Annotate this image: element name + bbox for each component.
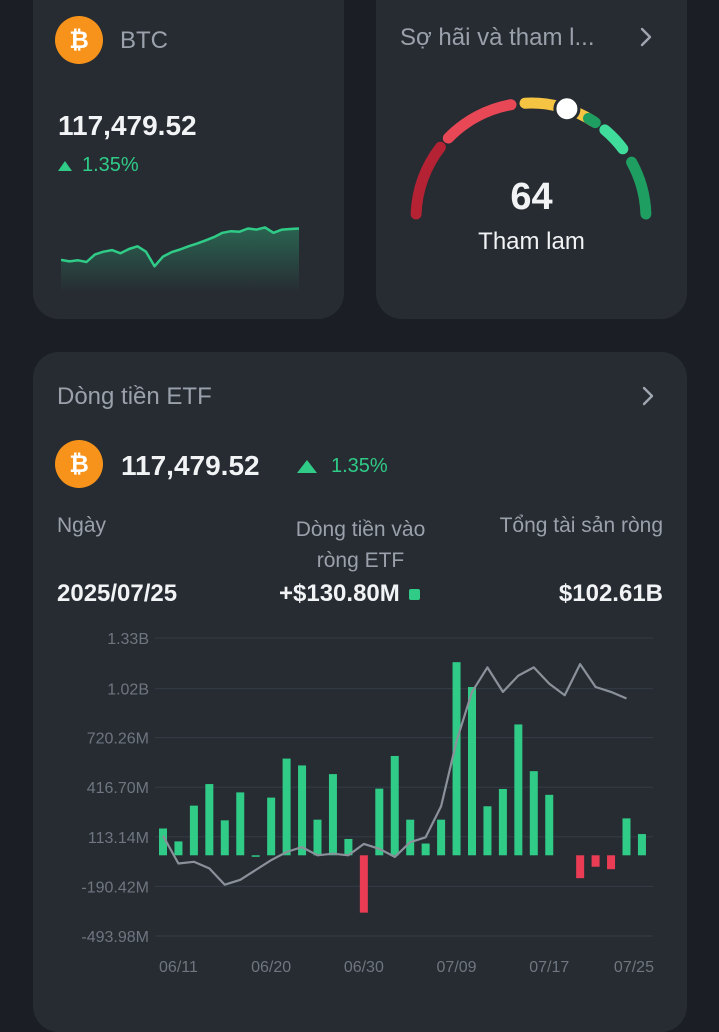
flow-bar[interactable]: [344, 838, 353, 856]
x-tick-label: 06/20: [251, 959, 291, 976]
flow-bar[interactable]: [174, 841, 183, 856]
y-tick-label: 1.33B: [107, 631, 149, 648]
flow-bar[interactable]: [545, 794, 554, 856]
chevron-right-icon[interactable]: [639, 26, 653, 48]
gauge-segment: [442, 99, 517, 144]
btc-price: 117,479.52: [58, 110, 197, 141]
col-flow-label-line2: ròng ETF: [316, 549, 405, 572]
flow-bar[interactable]: [220, 820, 229, 856]
y-tick-label: -190.42M: [81, 879, 149, 896]
flow-bar[interactable]: [251, 855, 260, 857]
col-flow-label-line1: Dòng tiền vào: [295, 518, 426, 541]
col-flow-label: Dòng tiền vào ròng ETF: [263, 514, 458, 576]
y-tick-label: 113.14M: [88, 830, 149, 847]
y-tick-label: 720.26M: [87, 731, 149, 748]
flow-bar[interactable]: [406, 819, 415, 856]
flow-bar[interactable]: [607, 855, 616, 870]
flow-bar[interactable]: [282, 758, 291, 856]
fear-greed-card[interactable]: Sợ hãi và tham l... 64 Tham lam: [376, 0, 687, 319]
gauge-segment: [410, 141, 446, 220]
chevron-right-icon[interactable]: [641, 385, 655, 407]
flow-bar[interactable]: [313, 819, 322, 856]
gauge-needle-knob: [553, 95, 581, 123]
flow-bar[interactable]: [159, 828, 167, 856]
etf-assets: $102.61B: [558, 580, 663, 607]
y-tick-label: 416.70M: [87, 780, 149, 797]
flow-bar[interactable]: [205, 784, 214, 856]
flow-bar[interactable]: [591, 855, 600, 867]
x-tick-label: 07/17: [529, 959, 569, 976]
flow-bar[interactable]: [298, 765, 307, 856]
flow-bar[interactable]: [236, 792, 245, 856]
bitcoin-logo-icon: ₿: [55, 16, 103, 64]
flow-bar[interactable]: [468, 687, 476, 856]
col-assets-label: Tổng tài sản ròng: [499, 514, 663, 537]
flow-bar[interactable]: [498, 788, 507, 856]
x-tick-label: 07/09: [437, 959, 477, 976]
fear-greed-gauge: [410, 95, 652, 220]
flow-bar[interactable]: [390, 755, 399, 856]
flow-bar[interactable]: [267, 797, 276, 856]
etf-flow-chart[interactable]: 1.33B 1.02B 720.26M 416.70M 113.14M -190.42M -…: [33, 622, 687, 982]
flow-legend-square-icon: [408, 588, 420, 600]
etf-flow-value: +$130.80M: [279, 580, 400, 607]
flow-bar[interactable]: [514, 724, 523, 856]
x-tick-label: 06/11: [159, 959, 198, 976]
net-assets-line: [162, 663, 627, 886]
etf-btc-change: 1.35%: [297, 455, 388, 478]
flow-bar[interactable]: [421, 843, 430, 856]
flow-bar[interactable]: [622, 818, 631, 856]
gauge-segment: [626, 156, 652, 220]
x-tick-label: 07/25: [614, 959, 654, 976]
x-tick-label: 06/30: [344, 959, 384, 976]
svg-text:₿: ₿: [69, 450, 89, 478]
flow-bar[interactable]: [359, 855, 368, 913]
flow-bar[interactable]: [452, 662, 461, 856]
fear-greed-value: 64: [510, 176, 553, 218]
flow-bar[interactable]: [637, 834, 646, 856]
flow-bar[interactable]: [328, 774, 337, 856]
flow-bar[interactable]: [529, 771, 538, 856]
etf-flow: +$130.80M: [279, 580, 420, 608]
etf-title: Dòng tiền ETF: [57, 383, 212, 410]
etf-btc-change-value: 1.35%: [331, 455, 388, 477]
y-tick-label: -493.98M: [81, 929, 149, 946]
flow-bar[interactable]: [483, 806, 492, 856]
etf-flow-card[interactable]: Dòng tiền ETF ₿ 117,479.52 1.35% Ngày Dò…: [33, 352, 687, 1032]
fear-greed-label: Tham lam: [478, 228, 585, 255]
gauge-segment: [599, 124, 629, 155]
col-date-label: Ngày: [57, 514, 107, 537]
btc-card[interactable]: ₿ BTC 117,479.52 1.35%: [33, 0, 344, 319]
flow-bar[interactable]: [437, 819, 446, 856]
etf-btc-price: 117,479.52: [121, 450, 260, 481]
up-triangle-icon: [297, 460, 317, 473]
btc-change: 1.35%: [58, 154, 139, 177]
flow-bar[interactable]: [576, 855, 585, 879]
sparkline-area: [61, 227, 299, 292]
gauge-segment: [583, 112, 601, 129]
btc-symbol: BTC: [120, 27, 168, 54]
btc-sparkline: [61, 226, 300, 292]
flow-bar[interactable]: [189, 805, 198, 856]
sparkline-line: [61, 226, 300, 268]
flow-bar[interactable]: [375, 788, 384, 856]
bitcoin-logo-icon: ₿: [55, 440, 103, 488]
svg-text:₿: ₿: [69, 26, 89, 54]
y-tick-label: 1.02B: [107, 682, 149, 699]
fear-greed-title: Sợ hãi và tham l...: [400, 24, 595, 51]
btc-change-value: 1.35%: [82, 154, 139, 176]
etf-date: 2025/07/25: [57, 580, 178, 607]
up-triangle-icon: [58, 160, 72, 171]
